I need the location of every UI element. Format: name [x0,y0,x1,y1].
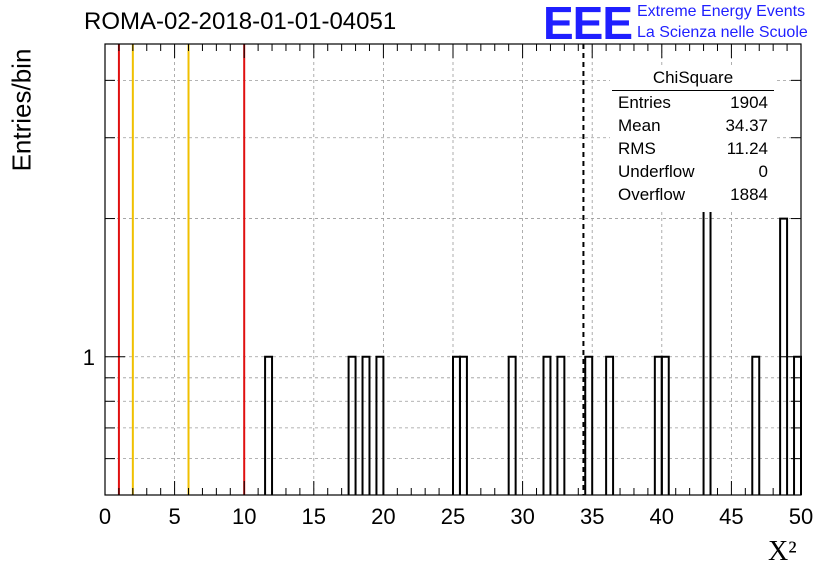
stats-row: Entries 1904 [610,91,776,114]
logo-tagline-1: Extreme Energy Events [637,3,806,20]
histogram-bin [361,355,371,495]
stats-value: 11.24 [726,139,768,158]
stats-key: Overflow [618,185,686,204]
histogram-bin [507,355,517,495]
x-tick-label: 50 [789,504,813,529]
stats-row: Underflow 0 [610,160,776,183]
stats-key: Mean [618,116,661,135]
histogram-bin [660,355,670,495]
stats-key: Entries [618,93,671,112]
eee-logo: EEE [543,0,633,49]
stats-key: Underflow [618,162,695,181]
histogram-bin [584,355,594,495]
histogram-bin [556,355,566,495]
stats-title: ChiSquare [612,66,774,91]
histogram-bin [542,355,552,495]
logo-tagline-2: La Scienza nelle Scuole [637,24,808,41]
run-title: ROMA-02-2018-01-01-04051 [84,8,397,35]
x-tick-label: 40 [650,504,674,529]
histogram-bin [605,355,615,495]
y-tick-label: 1 [83,345,95,370]
x-tick-label: 5 [168,504,180,529]
stats-key: RMS [618,139,656,158]
tick-labels: 0 5 10 15 20 25 30 35 40 45 50 1 [83,345,813,529]
reference-lines [117,44,585,495]
x-tick-label: 35 [580,504,604,529]
histogram-bin [264,355,274,495]
y-axis-label: Entries/bin [6,48,37,172]
x-tick-label: 10 [232,504,256,529]
histogram-bin [458,355,468,495]
x-axis-label: X² [768,536,797,567]
histogram-bin [375,355,385,495]
histogram-bin [751,355,761,495]
stats-row: Overflow 1884 [610,183,776,206]
x-tick-label: 25 [441,504,465,529]
stats-row: Mean 34.37 [610,114,776,137]
x-tick-label: 30 [510,504,534,529]
stats-box: ChiSquare Entries 1904 Mean 34.37 RMS 11… [610,66,776,212]
stats-value: 1904 [730,93,768,112]
histogram-bin [347,355,357,495]
stats-value: 34.37 [725,116,768,135]
axis-ticks [104,44,802,495]
x-tick-label: 20 [371,504,395,529]
x-tick-label: 15 [302,504,326,529]
x-tick-label: 0 [99,504,111,529]
x-tick-label: 45 [719,504,743,529]
stats-value: 0 [758,162,768,181]
stats-value: 1884 [730,185,768,204]
stats-row: RMS 11.24 [610,137,776,160]
